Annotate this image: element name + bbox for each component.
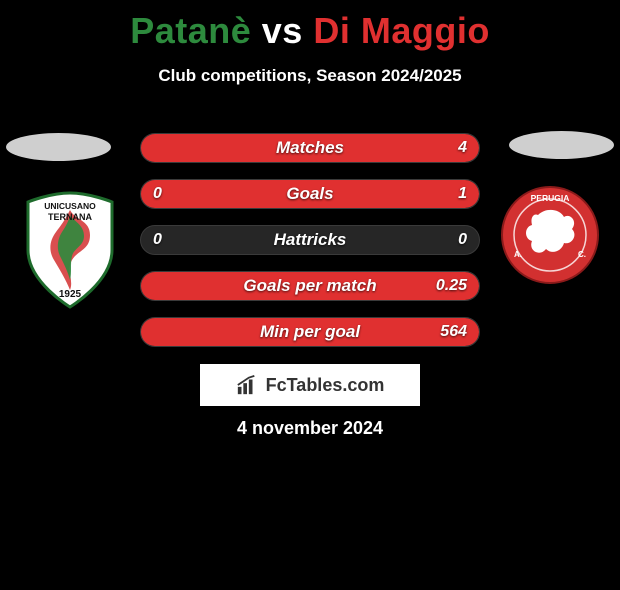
stat-bar: 0.25Goals per match <box>140 271 480 301</box>
ellipse-left <box>6 133 111 161</box>
crest-perugia-c: C. <box>578 250 586 259</box>
crest-ternana-top-text: UNICUSANO <box>44 201 96 211</box>
chart-icon <box>236 374 258 396</box>
crest-ternana-name: TERNANA <box>48 212 92 222</box>
stat-label: Matches <box>141 134 479 162</box>
crest-perugia-name: PERUGIA <box>531 193 570 203</box>
branding-text: FcTables.com <box>266 375 385 396</box>
vs-text: vs <box>262 10 303 51</box>
player2-name: Di Maggio <box>313 10 489 51</box>
crest-perugia: PERUGIA A. C. <box>500 185 600 305</box>
player1-name: Patanè <box>130 10 251 51</box>
stat-label: Goals <box>141 180 479 208</box>
crest-ternana: UNICUSANO TERNANA 1925 <box>20 190 120 310</box>
crest-ternana-year: 1925 <box>59 289 82 300</box>
stat-label: Goals per match <box>141 272 479 300</box>
crest-perugia-a: A. <box>514 250 522 259</box>
subtitle: Club competitions, Season 2024/2025 <box>0 66 620 86</box>
date-text: 4 november 2024 <box>0 418 620 439</box>
branding-box: FcTables.com <box>200 364 420 406</box>
stat-bar: 00Hattricks <box>140 225 480 255</box>
stat-label: Min per goal <box>141 318 479 346</box>
page-title: Patanè vs Di Maggio <box>0 10 620 52</box>
stat-bar: 564Min per goal <box>140 317 480 347</box>
stats-bars: 4Matches 01Goals 00Hattricks 0.25Goals per … <box>140 133 480 363</box>
stat-bar: 4Matches <box>140 133 480 163</box>
stat-bar: 01Goals <box>140 179 480 209</box>
ellipse-right <box>509 131 614 159</box>
stat-label: Hattricks <box>141 226 479 254</box>
